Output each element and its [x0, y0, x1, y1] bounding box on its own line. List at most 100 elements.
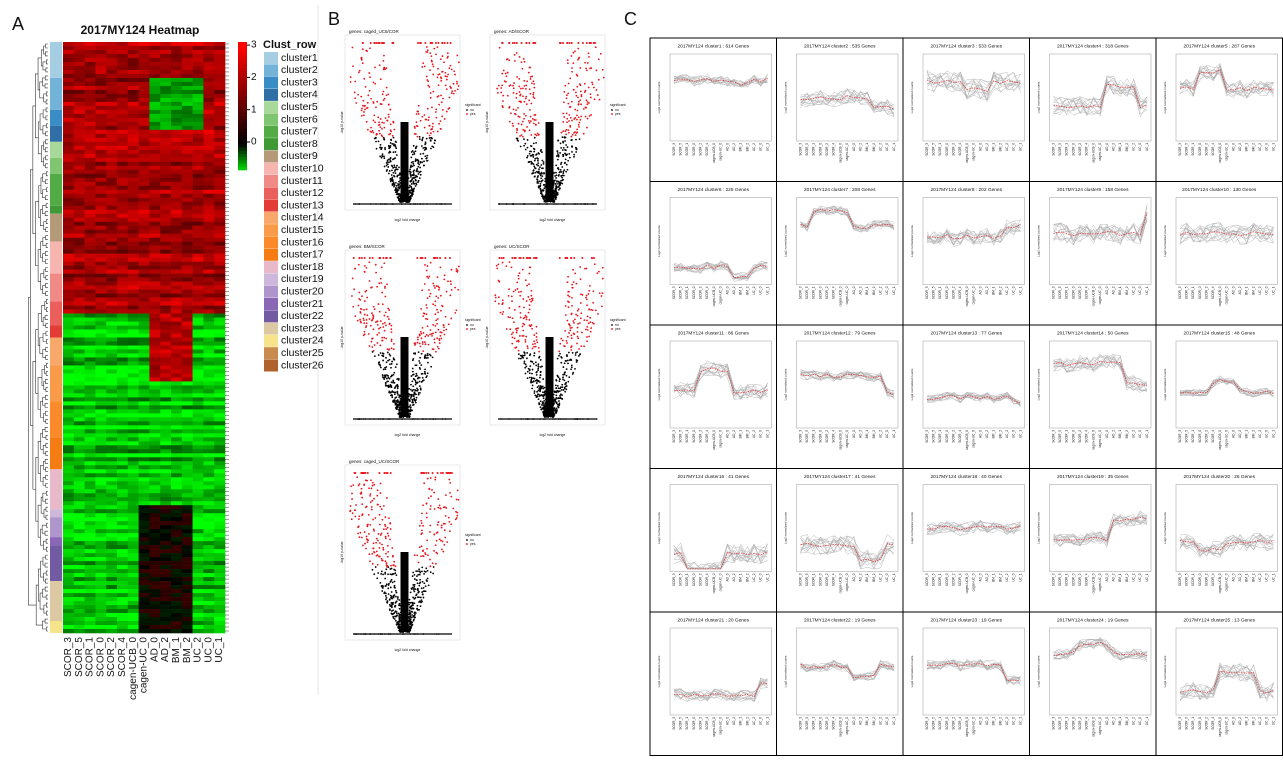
- heatmap-cell: [74, 130, 85, 134]
- heatmap-cell: [117, 262, 128, 266]
- point: [424, 341, 426, 343]
- heatmap-cell: [128, 517, 139, 521]
- point: [413, 395, 415, 397]
- heatmap-cell: [193, 234, 204, 238]
- heatmap-cell: [193, 557, 204, 561]
- heatmap-cell: [106, 385, 117, 389]
- heatmap-cell: [139, 270, 150, 274]
- heatmap-cell: [149, 266, 160, 270]
- point: [432, 324, 434, 326]
- legend-label: cluster10: [281, 162, 324, 174]
- point: [571, 366, 573, 368]
- heatmap-cell: [63, 130, 74, 134]
- point: [586, 69, 588, 71]
- point: [532, 343, 534, 345]
- dendrogram-branch: [45, 316, 48, 320]
- heatmap-cell: [128, 174, 139, 178]
- heatmap-cell: [95, 230, 106, 234]
- heatmap-cell: [117, 226, 128, 230]
- heatmap-cell: [214, 262, 225, 266]
- heatmap-cell: [203, 170, 214, 174]
- heatmap-cell: [95, 174, 106, 178]
- heatmap-cell: [85, 222, 96, 226]
- heatmap-cell: [182, 605, 193, 609]
- heatmap-cell: [214, 278, 225, 282]
- heatmap-cell: [193, 298, 204, 302]
- heatmap-cell: [171, 198, 182, 202]
- point: [557, 159, 559, 161]
- heatmap-cell: [182, 533, 193, 537]
- point: [411, 194, 413, 196]
- heatmap-cell: [203, 174, 214, 178]
- point: [392, 42, 394, 44]
- legend-item: yes: [615, 112, 621, 116]
- heatmap-cell: [74, 445, 85, 449]
- point-cluster: [401, 337, 409, 417]
- heatmap-cell: [193, 174, 204, 178]
- heatmap-cell: [128, 545, 139, 549]
- heatmap-cell: [214, 609, 225, 613]
- point: [533, 142, 535, 144]
- point: [426, 270, 428, 272]
- heatmap-cell: [193, 413, 204, 417]
- point: [411, 390, 413, 392]
- heatmap-cell: [106, 238, 117, 242]
- point: [380, 144, 382, 146]
- point: [577, 48, 579, 50]
- heatmap-cell: [139, 393, 150, 397]
- heatmap-cell: [63, 513, 74, 517]
- legend-title: significant: [610, 318, 626, 322]
- point: [383, 337, 385, 339]
- legend-swatch: [264, 249, 278, 261]
- heatmap-cell: [214, 421, 225, 425]
- heatmap-cell: [128, 441, 139, 445]
- heatmap-cell: [128, 70, 139, 74]
- heatmap-cell: [203, 389, 214, 393]
- legend-label: cluster25: [281, 347, 324, 359]
- heatmap-cell: [95, 477, 106, 481]
- heatmap-cell: [95, 377, 106, 381]
- point: [414, 127, 416, 129]
- point: [453, 70, 455, 72]
- heatmap-cell: [203, 326, 214, 330]
- heatmap-cell: [74, 230, 85, 234]
- heatmap-cell: [85, 334, 96, 338]
- point: [427, 357, 429, 359]
- heatmap-cell: [63, 122, 74, 126]
- dendrogram-branch: [46, 475, 48, 479]
- point: [395, 404, 397, 406]
- dendrogram-branch: [46, 188, 48, 192]
- point: [509, 317, 511, 319]
- heatmap-cell: [193, 194, 204, 198]
- point: [412, 154, 414, 156]
- heatmap-cell: [128, 298, 139, 302]
- heatmap-cell: [63, 529, 74, 533]
- heatmap-cell: [182, 449, 193, 453]
- heatmap-cell: [160, 82, 171, 86]
- point: [529, 129, 531, 131]
- heatmap-cell: [128, 469, 139, 473]
- heatmap-cell: [85, 345, 96, 349]
- heatmap-cell: [149, 150, 160, 154]
- dendrogram-branch: [46, 387, 48, 391]
- heatmap-cell: [149, 473, 160, 477]
- heatmap-cell: [139, 110, 150, 114]
- heatmap-cell: [171, 46, 182, 50]
- heatmap-cell: [139, 94, 150, 98]
- heatmap-cell: [171, 202, 182, 206]
- cluster-segment: [50, 206, 62, 214]
- heatmap-cell: [203, 361, 214, 365]
- heatmap-cell: [139, 397, 150, 401]
- point: [366, 121, 368, 123]
- point: [384, 322, 386, 324]
- point: [386, 87, 388, 89]
- point: [527, 155, 529, 157]
- heatmap-cell: [214, 214, 225, 218]
- heatmap-cell: [106, 369, 117, 373]
- heatmap-cell: [85, 266, 96, 270]
- heatmap-cell: [160, 194, 171, 198]
- point: [586, 298, 588, 300]
- heatmap-cell: [74, 525, 85, 529]
- point: [396, 391, 398, 393]
- heatmap-cell: [193, 330, 204, 334]
